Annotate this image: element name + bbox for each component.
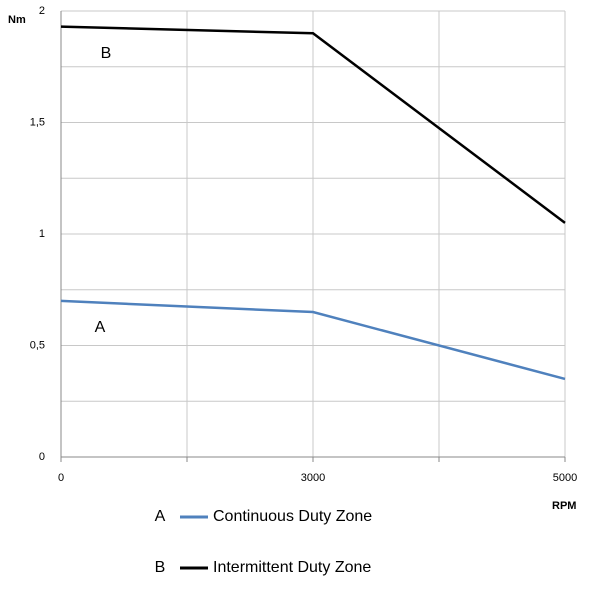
y-tick-label: 1,5 xyxy=(30,116,45,128)
series-annotation: A xyxy=(95,319,106,336)
x-tick-label: 3000 xyxy=(301,472,325,484)
x-axis-title: RPM xyxy=(552,500,576,512)
line-series xyxy=(60,299,566,381)
legend-key: B xyxy=(155,559,166,576)
x-tick-label: 5000 xyxy=(553,472,577,484)
y-axis-title: Nm xyxy=(8,14,26,26)
x-tick-label: 0 xyxy=(58,472,64,484)
y-tick-label: 2 xyxy=(39,5,45,17)
y-tick-label: 0 xyxy=(39,451,45,463)
series-annotation: B xyxy=(101,45,112,62)
legend-key: A xyxy=(155,508,166,525)
y-tick-label: 1 xyxy=(39,228,45,240)
line-series xyxy=(60,25,566,224)
legend-label: Continuous Duty Zone xyxy=(213,508,372,525)
legend-label: Intermittent Duty Zone xyxy=(213,559,371,576)
y-tick-label: 0,5 xyxy=(30,339,45,351)
